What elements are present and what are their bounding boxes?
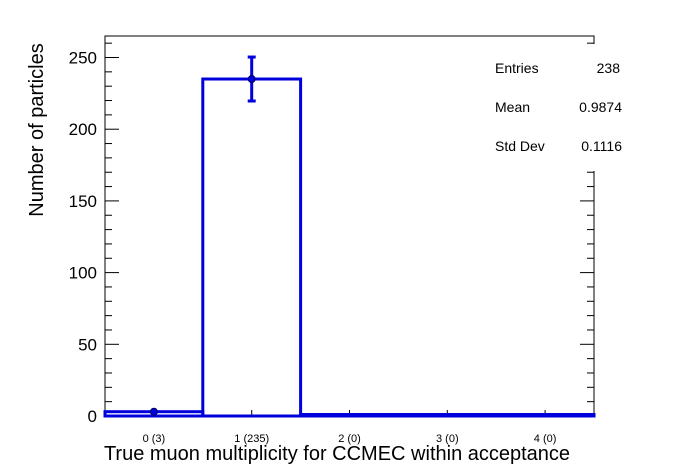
- y-tick-label: 200: [69, 120, 97, 139]
- stats-entries-label: Entries: [495, 60, 539, 76]
- y-tick-label: 250: [69, 49, 97, 68]
- x-category-label: 1 (235): [234, 433, 269, 445]
- x-category-label: 2 (0): [338, 433, 361, 445]
- stats-mean-value: 0.9874: [579, 99, 622, 115]
- y-tick-label: 150: [69, 192, 97, 211]
- data-point-marker: [247, 75, 256, 84]
- histogram-bin: [494, 413, 596, 418]
- data-point-marker: [149, 407, 158, 416]
- y-tick-label: 100: [69, 264, 97, 283]
- x-category-label: 4 (0): [534, 433, 557, 445]
- stats-stddev-label: Std Dev: [495, 138, 545, 154]
- x-category-label: 3 (0): [436, 433, 459, 445]
- x-category-label: 0 (3): [143, 433, 166, 445]
- error-bars: [149, 55, 256, 416]
- x-axis: 0 (3) 1 (235) 2 (0) 3 (0) 4 (0): [143, 410, 557, 445]
- histogram-bin: [396, 413, 498, 418]
- histogram-bin: [299, 413, 400, 418]
- stats-mean-label: Mean: [495, 99, 530, 115]
- y-tick-label: 0: [88, 407, 97, 426]
- stats-stddev-value: 0.1116: [581, 138, 622, 154]
- x-axis-title: True muon multiplicity for CCMEC within …: [104, 443, 570, 465]
- histogram-bin: [201, 77, 303, 418]
- stats-box: Entries 238 Mean 0.9874 Std Dev 0.1116: [486, 44, 622, 171]
- stats-box-background: [486, 44, 596, 171]
- y-tick-label: 50: [78, 335, 97, 354]
- y-axis-title: Number of particles: [26, 43, 48, 216]
- y-axis: 0 50 100 150 200 250: [69, 42, 594, 426]
- stats-entries-value: 238: [597, 60, 621, 76]
